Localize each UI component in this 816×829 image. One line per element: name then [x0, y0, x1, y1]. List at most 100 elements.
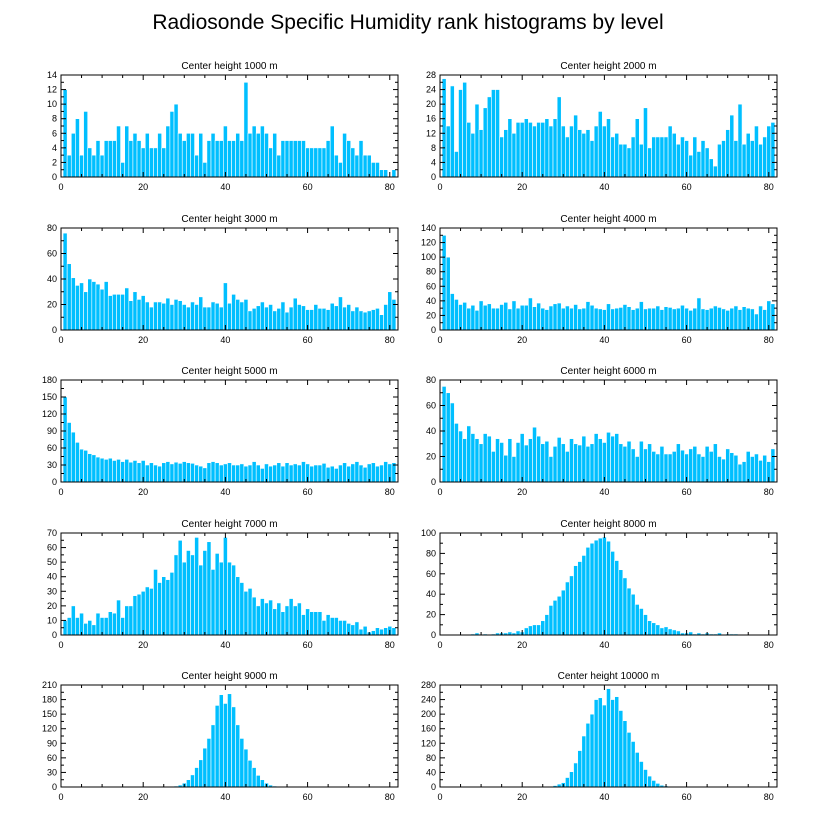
y-tick-label: 140 — [421, 223, 436, 233]
x-tick-label: 0 — [58, 792, 63, 802]
histogram-bar — [363, 626, 367, 635]
histogram-bar — [693, 308, 697, 330]
histogram-bar — [149, 148, 153, 177]
histogram-bar — [549, 126, 553, 177]
histogram-bar — [672, 309, 676, 330]
histogram-bar — [112, 460, 116, 482]
histogram-bar — [236, 725, 240, 787]
histogram-bar — [211, 725, 215, 787]
histogram-bar — [252, 768, 256, 787]
histogram-bar — [664, 454, 668, 482]
histogram-bar — [248, 311, 252, 330]
histogram-bar — [508, 439, 512, 482]
y-tick-label: 40 — [426, 296, 436, 306]
histogram-bar — [256, 606, 260, 635]
histogram-bar — [549, 605, 553, 635]
histogram-bar — [277, 308, 281, 330]
histogram-bar — [537, 122, 541, 177]
histogram-bar — [483, 434, 487, 482]
histogram-bar — [709, 451, 713, 482]
histogram-bar — [631, 741, 635, 787]
histogram-bar — [145, 587, 149, 635]
histogram-bar — [516, 442, 520, 482]
histogram-bar — [463, 302, 467, 330]
histogram-bar — [182, 141, 186, 177]
histogram-bar — [71, 133, 75, 177]
histogram-bar — [384, 628, 388, 635]
y-tick-label: 4 — [52, 143, 57, 153]
histogram-bar — [223, 283, 227, 330]
x-tick-label: 80 — [385, 487, 395, 497]
histogram-bar — [129, 141, 133, 177]
histogram-bar — [471, 133, 475, 177]
histogram-bar — [689, 449, 693, 482]
histogram-bar — [264, 133, 268, 177]
histogram-bar — [611, 551, 615, 635]
histogram-bar — [594, 700, 598, 787]
histogram-bar — [586, 130, 590, 177]
histogram-bar — [545, 615, 549, 635]
histogram-bar — [623, 144, 627, 177]
x-tick-label: 20 — [138, 792, 148, 802]
histogram-bar — [639, 762, 643, 788]
histogram-bar — [79, 155, 83, 177]
y-tick-label: 60 — [426, 569, 436, 579]
histogram-bar — [471, 305, 475, 330]
histogram-bar — [380, 465, 384, 482]
histogram-bar — [96, 284, 100, 330]
y-tick-label: 90 — [47, 738, 57, 748]
x-tick-label: 0 — [437, 640, 442, 650]
y-tick-label: 70 — [47, 528, 57, 538]
histogram-bar — [569, 439, 573, 482]
histogram-bar — [574, 444, 578, 482]
histogram-bar — [652, 780, 656, 787]
x-tick-label: 80 — [385, 335, 395, 345]
histogram-bar — [252, 126, 256, 177]
histogram-bar — [277, 463, 281, 482]
histogram-bar — [227, 463, 231, 482]
histogram-bar — [260, 468, 264, 482]
histogram-bar — [314, 148, 318, 177]
histogram-bar — [88, 148, 92, 177]
histogram-bar — [697, 152, 701, 178]
histogram-bar — [726, 449, 730, 482]
histogram-bar — [598, 538, 602, 635]
histogram-bar — [528, 122, 532, 177]
y-tick-label: 0 — [431, 782, 436, 792]
x-tick-label: 80 — [764, 640, 774, 650]
x-tick-label: 60 — [682, 182, 692, 192]
histogram-bar — [722, 309, 726, 330]
bar-series — [63, 82, 396, 177]
histogram-bar — [652, 451, 656, 482]
histogram-bar — [569, 308, 573, 330]
histogram-bar — [166, 580, 170, 635]
histogram-bar — [293, 141, 297, 177]
x-tick-label: 40 — [599, 640, 609, 650]
histogram-bar — [355, 307, 359, 330]
histogram-bar — [668, 629, 672, 635]
histogram-bar — [195, 537, 199, 635]
histogram-bar — [602, 442, 606, 482]
histogram-bar — [162, 303, 166, 330]
histogram-bar — [232, 565, 236, 635]
histogram-bar — [129, 462, 133, 482]
histogram-bar — [586, 723, 590, 787]
x-tick-label: 20 — [138, 640, 148, 650]
histogram-bar — [516, 122, 520, 177]
histogram-bar — [623, 305, 627, 331]
histogram-bar — [615, 434, 619, 482]
histogram-bar — [384, 170, 388, 177]
y-tick-label: 60 — [47, 249, 57, 259]
x-tick-label: 40 — [220, 487, 230, 497]
histogram-bar — [545, 310, 549, 330]
histogram-bar — [310, 466, 314, 482]
histogram-bar — [668, 126, 672, 177]
histogram-bar — [676, 308, 680, 330]
histogram-bar — [252, 308, 256, 330]
histogram-bar — [508, 119, 512, 177]
histogram-bar — [730, 453, 734, 482]
y-tick-label: 0 — [52, 477, 57, 487]
y-tick-label: 150 — [42, 392, 57, 402]
